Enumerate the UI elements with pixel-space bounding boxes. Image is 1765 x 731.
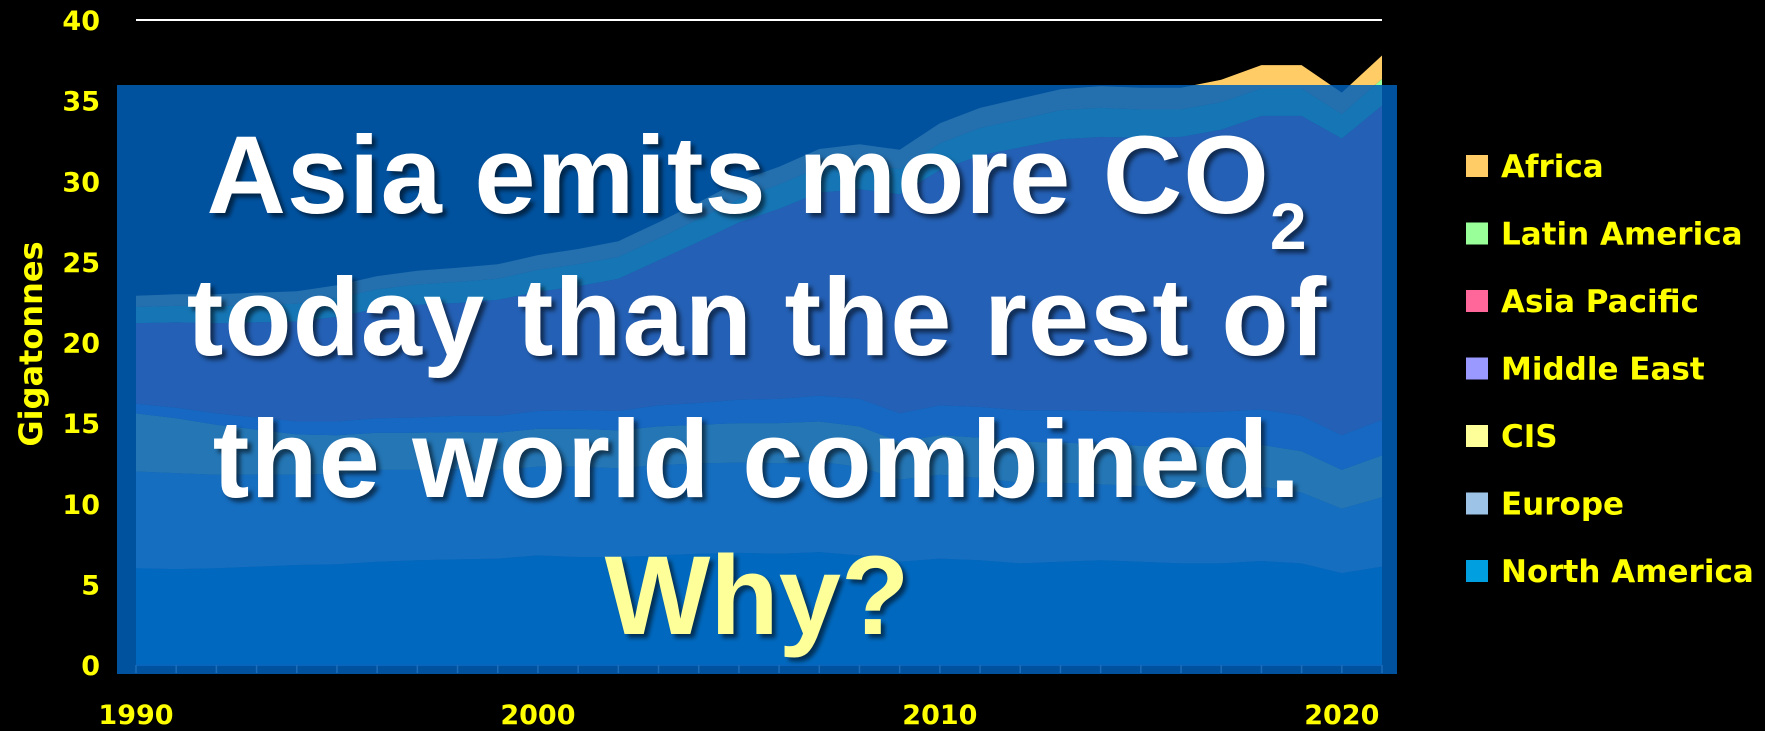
question-text: Why?	[604, 533, 910, 658]
legend-label: Latin America	[1501, 217, 1743, 253]
legend-swatch	[1466, 492, 1488, 515]
legend-label: Europe	[1501, 487, 1624, 523]
x-axis-tick-labels: 1990 2000 2010 2020	[98, 700, 1379, 731]
legend-item-middle-east: Middle East	[1466, 352, 1705, 388]
headline-subscript: 2	[1269, 189, 1308, 263]
legend-item-north-america: North America	[1466, 554, 1754, 590]
y-axis-label: Gigatonnes	[12, 241, 50, 446]
x-tick-label: 2000	[500, 700, 575, 731]
legend-item-cis: CIS	[1466, 419, 1558, 455]
legend-item-africa: Africa	[1466, 149, 1604, 185]
headline: Asia emits more CO2 today than the rest …	[187, 105, 1327, 531]
y-tick-label: 25	[62, 248, 100, 279]
y-tick-label: 30	[62, 167, 100, 198]
legend-swatch	[1466, 560, 1488, 582]
y-tick-label: 0	[81, 651, 100, 682]
y-axis-tick-labels: 0 5 10 15 20 25 30 35 40	[62, 6, 100, 682]
legend: Africa Latin America Asia Pacific Middle Ea…	[1466, 149, 1754, 590]
x-tick-label: 2010	[902, 700, 977, 731]
y-tick-label: 15	[62, 409, 100, 440]
headline-line-3: the world combined.	[212, 398, 1302, 521]
headline-line-1: Asia emits more CO	[206, 114, 1270, 237]
legend-swatch	[1466, 222, 1488, 245]
legend-swatch	[1466, 425, 1488, 447]
legend-item-latin-america: Latin America	[1466, 217, 1743, 253]
y-tick-label: 35	[62, 87, 100, 118]
legend-label: North America	[1501, 554, 1754, 590]
legend-swatch	[1466, 290, 1488, 312]
legend-swatch	[1466, 357, 1488, 380]
x-tick-label: 1990	[98, 700, 173, 731]
y-tick-label: 20	[62, 329, 100, 360]
headline-line-2: today than the rest of	[186, 256, 1328, 379]
legend-label: Asia Pacific	[1501, 284, 1699, 320]
legend-item-europe: Europe	[1466, 487, 1624, 523]
legend-label: Africa	[1501, 149, 1604, 185]
x-tick-label: 2020	[1304, 700, 1379, 731]
legend-swatch	[1466, 155, 1488, 177]
y-tick-label: 5	[81, 570, 100, 601]
headline-overlay: Asia emits more CO2 today than the rest …	[117, 85, 1397, 674]
legend-item-asia-pacific: Asia Pacific	[1466, 284, 1699, 320]
y-tick-label: 40	[62, 6, 100, 37]
y-tick-label: 10	[62, 490, 100, 521]
legend-label: Middle East	[1501, 352, 1705, 388]
legend-label: CIS	[1501, 419, 1558, 455]
